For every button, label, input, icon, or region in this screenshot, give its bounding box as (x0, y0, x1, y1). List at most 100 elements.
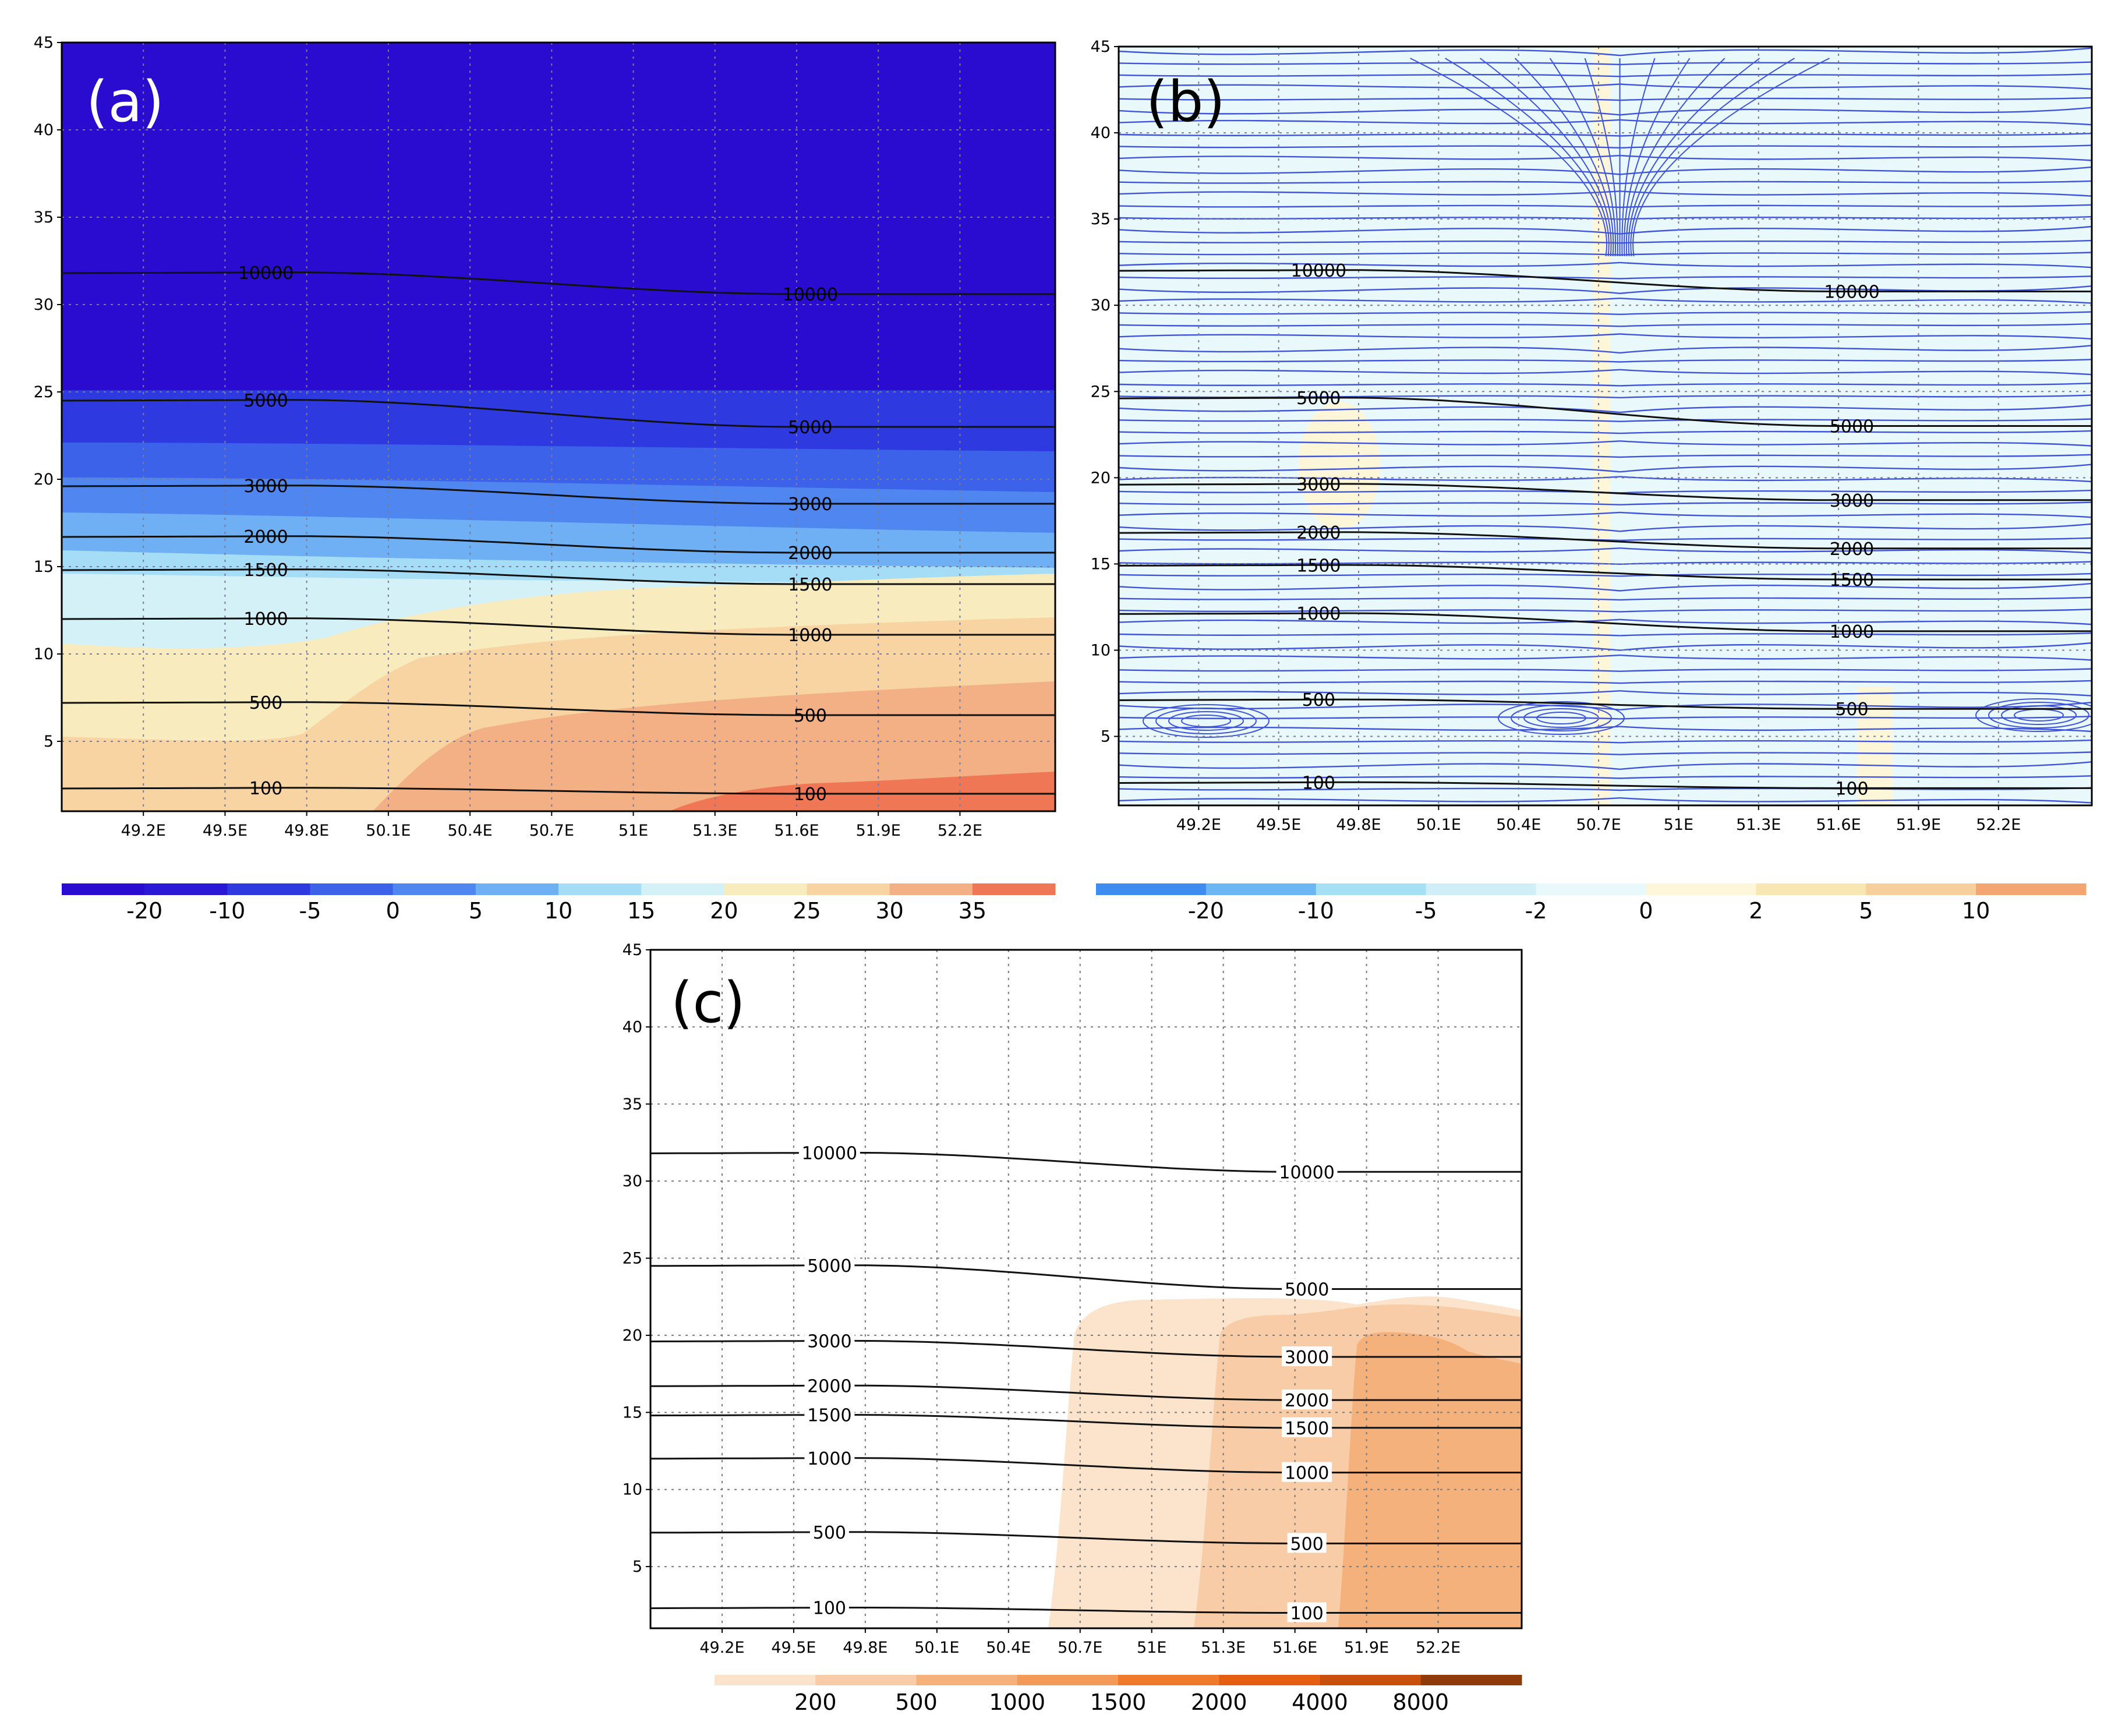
colorbar-tick-label: 1500 (1090, 1689, 1147, 1715)
streamline (1119, 574, 1620, 577)
streamline (1620, 618, 2092, 625)
streamline (1119, 465, 1620, 473)
streamline (1119, 49, 1620, 56)
streamline (1119, 312, 1620, 315)
colorbar-tick-label: 2 (1749, 898, 1763, 924)
colorbar-segment (1118, 1675, 1219, 1685)
panel-b-colorbar: -20 -10 -5 -2 0 2 5 10 (1096, 883, 2087, 924)
x-tick-label: 49.8E (1336, 816, 1381, 834)
contour-line (61, 568, 1055, 585)
x-tick-label: 50.4E (448, 822, 493, 840)
streamline (1620, 359, 2092, 363)
streamline (1119, 154, 1620, 160)
streamline (1119, 633, 1620, 637)
y-tick-label: 20 (623, 1327, 642, 1345)
contour-line (650, 1457, 1522, 1474)
contour-label: 5000 (788, 418, 832, 438)
x-tick-label: 51.9E (1896, 816, 1941, 834)
contour-label: 3000 (1285, 1348, 1329, 1368)
x-tick-label: 50.7E (529, 822, 574, 840)
contour-line (650, 1531, 1522, 1544)
panel-c-label: (c) (671, 970, 745, 1035)
panel-c-contours: 10000 10000 5000 5000 3000 3000 2000 2000 1500 15… (650, 1142, 1522, 1624)
contour-label-bg (798, 1142, 860, 1162)
panel-a-y-ticks: 5 10 15 20 25 30 35 40 45 (34, 34, 62, 751)
x-tick-label: 49.8E (843, 1639, 887, 1657)
x-tick-label: 50.7E (1576, 816, 1621, 834)
x-tick-label: 50.7E (1058, 1639, 1102, 1657)
x-tick-label: 51.6E (1272, 1639, 1317, 1657)
streamline (1119, 752, 1620, 755)
y-tick-label: 45 (623, 941, 642, 959)
streamline-eddy (1988, 702, 2089, 729)
streamline (1119, 690, 1620, 695)
panel-a-colorbar: -20 -10 -5 0 5 10 15 20 25 30 35 (62, 883, 1056, 924)
y-tick-label: 35 (34, 208, 54, 227)
panel-c-grid (650, 950, 1522, 1628)
contour-label: 1000 (1285, 1463, 1329, 1484)
streamline (1620, 47, 2092, 56)
x-tick-label: 52.2E (938, 822, 982, 840)
x-tick-label: 51.6E (1816, 816, 1861, 834)
streamline (1620, 547, 2092, 554)
streamline (1620, 190, 2092, 197)
streamline (1119, 298, 1620, 303)
colorbar-tick-label: 200 (794, 1689, 837, 1715)
streamline (1119, 454, 1620, 458)
contour-label: 100 (813, 1599, 846, 1619)
contour-label: 1500 (788, 575, 832, 595)
colorbar-segment (1096, 883, 1207, 895)
x-tick-label: 50.4E (986, 1639, 1031, 1657)
streamline (1620, 596, 2092, 601)
colorbar-segment (62, 883, 145, 895)
streamline (1620, 609, 2092, 613)
streamline (1119, 787, 1620, 791)
x-tick-label: 49.2E (699, 1639, 744, 1657)
contour-label: 3000 (1830, 491, 1874, 511)
streamline (1119, 333, 1620, 338)
streamline (1119, 261, 1620, 267)
contour-label-bg (1276, 1161, 1338, 1182)
streamline (1620, 582, 2092, 592)
streamline-eddy (2001, 705, 2077, 725)
colorbar-segment (144, 883, 228, 895)
y-tick-label: 15 (34, 558, 54, 576)
contour-label: 5000 (807, 1256, 851, 1277)
contour-label: 100 (249, 779, 282, 799)
contour-line (650, 1151, 1522, 1173)
colorbar-tick-label: 25 (793, 898, 821, 924)
contour-label: 10000 (1824, 282, 1879, 303)
colorbar-segment (641, 883, 724, 895)
contour-label: 5000 (243, 391, 288, 411)
colorbar-tick-label: 15 (627, 898, 655, 924)
contour-line (650, 1384, 1522, 1401)
colorbar-segment (310, 883, 394, 895)
contour-line (61, 271, 1055, 295)
colorbar-segment (393, 883, 476, 895)
streamline (1620, 345, 2092, 354)
x-tick-label: 51.9E (856, 822, 901, 840)
streamline (1119, 181, 1620, 185)
streamline (1620, 119, 2092, 126)
y-tick-label: 15 (623, 1403, 642, 1422)
y-tick-label: 10 (623, 1481, 642, 1499)
contour-label: 5000 (1296, 388, 1341, 409)
contour-line (1118, 531, 2092, 550)
streamline (1620, 680, 2092, 684)
contour-label: 1000 (807, 1449, 851, 1469)
contour-label: 3000 (1296, 475, 1341, 495)
panel-b-contours: 10000 10000 5000 5000 3000 3000 2000 2000 1500 15… (1118, 261, 2092, 799)
streamline (1119, 97, 1620, 101)
streamline (1119, 776, 1620, 779)
x-tick-label: 50.1E (1416, 816, 1461, 834)
contour-line (61, 787, 1055, 795)
contour-label: 5000 (1830, 417, 1874, 437)
streamline (1620, 239, 2092, 244)
panel-c-x-ticks: 49.2E 49.5E 49.8E 50.1E 50.4E 50.7E 51E 51.3E 51… (699, 1628, 1461, 1657)
x-tick-label: 50.4E (1496, 816, 1541, 834)
streamline (1620, 383, 2092, 387)
streamline-eddy (1975, 698, 2092, 732)
contour-label-bg (1287, 1602, 1327, 1622)
streamline-eddy (1511, 705, 1612, 731)
